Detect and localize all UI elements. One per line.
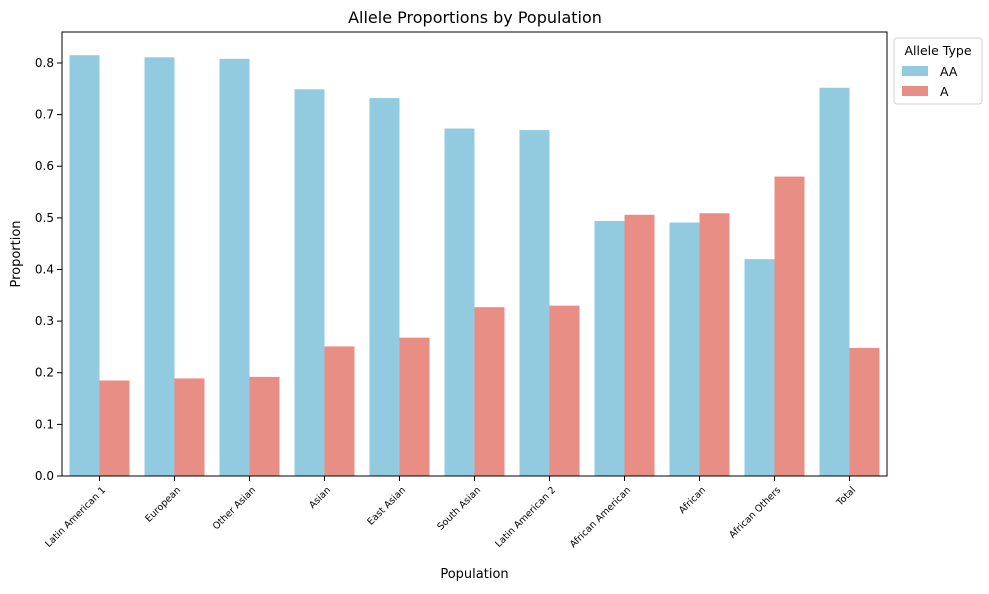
y-tick-label: 0.0 <box>35 469 54 483</box>
legend-label-a: A <box>940 84 949 99</box>
bars-group <box>69 55 880 477</box>
bar-aa-7 <box>594 220 625 476</box>
bar-aa-9 <box>744 259 775 476</box>
bar-a-10 <box>849 347 880 476</box>
y-tick-label: 0.8 <box>35 56 54 70</box>
y-tick-label: 0.6 <box>35 159 54 173</box>
legend-label-aa: AA <box>940 64 958 79</box>
bar-a-4 <box>399 337 430 476</box>
plot-frame <box>61 31 888 477</box>
bar-aa-4 <box>369 98 400 477</box>
bar-a-0 <box>99 380 130 476</box>
bar-aa-6 <box>519 130 550 476</box>
x-axis: Latin American 1 European Other Asian Asian… <box>43 476 858 550</box>
legend-title: Allele Type <box>904 43 971 58</box>
x-tick-label: East Asian <box>365 485 408 528</box>
y-tick-label: 0.4 <box>35 262 54 276</box>
bar-a-5 <box>474 307 505 476</box>
bar-aa-1 <box>144 57 175 477</box>
x-axis-label: Population <box>440 567 508 582</box>
x-tick-label: South Asian <box>435 485 483 533</box>
x-tick-label: African American <box>568 485 633 550</box>
bar-aa-0 <box>69 55 100 477</box>
y-axis: 0.0 0.1 0.2 0.3 0.4 0.5 0.6 0.7 0.8 <box>35 56 62 483</box>
legend-swatch-a <box>902 86 928 96</box>
bar-a-6 <box>549 305 580 476</box>
y-axis-label: Proportion <box>9 220 24 287</box>
y-tick-label: 0.2 <box>35 366 54 380</box>
x-tick-label: African <box>677 485 708 516</box>
legend: Allele Type AAA <box>893 37 983 105</box>
x-tick-label: Latin American 1 <box>43 485 108 550</box>
bar-aa-3 <box>294 89 325 476</box>
x-tick-label: Latin American 2 <box>493 485 558 550</box>
bar-aa-2 <box>219 58 250 477</box>
y-tick-label: 0.1 <box>35 417 54 431</box>
chart-title: Allele Proportions by Population <box>348 8 602 27</box>
bar-aa-5 <box>444 128 475 476</box>
bar-aa-10 <box>819 87 850 476</box>
legend-swatch-aa <box>902 66 928 76</box>
bar-a-3 <box>324 346 355 476</box>
x-tick-label: European <box>143 485 183 525</box>
bar-a-8 <box>699 213 730 476</box>
y-tick-label: 0.5 <box>35 211 54 225</box>
bar-a-2 <box>249 376 280 476</box>
bar-a-1 <box>174 378 205 476</box>
bar-a-9 <box>774 176 805 476</box>
x-tick-label: Total <box>834 485 858 509</box>
x-tick-label: Other Asian <box>211 485 258 532</box>
x-tick-label: African Others <box>727 485 783 541</box>
bar-aa-8 <box>669 222 700 476</box>
y-tick-label: 0.3 <box>35 314 54 328</box>
x-tick-label: Asian <box>307 485 333 511</box>
y-tick-label: 0.7 <box>35 108 54 122</box>
bar-a-7 <box>624 214 655 476</box>
